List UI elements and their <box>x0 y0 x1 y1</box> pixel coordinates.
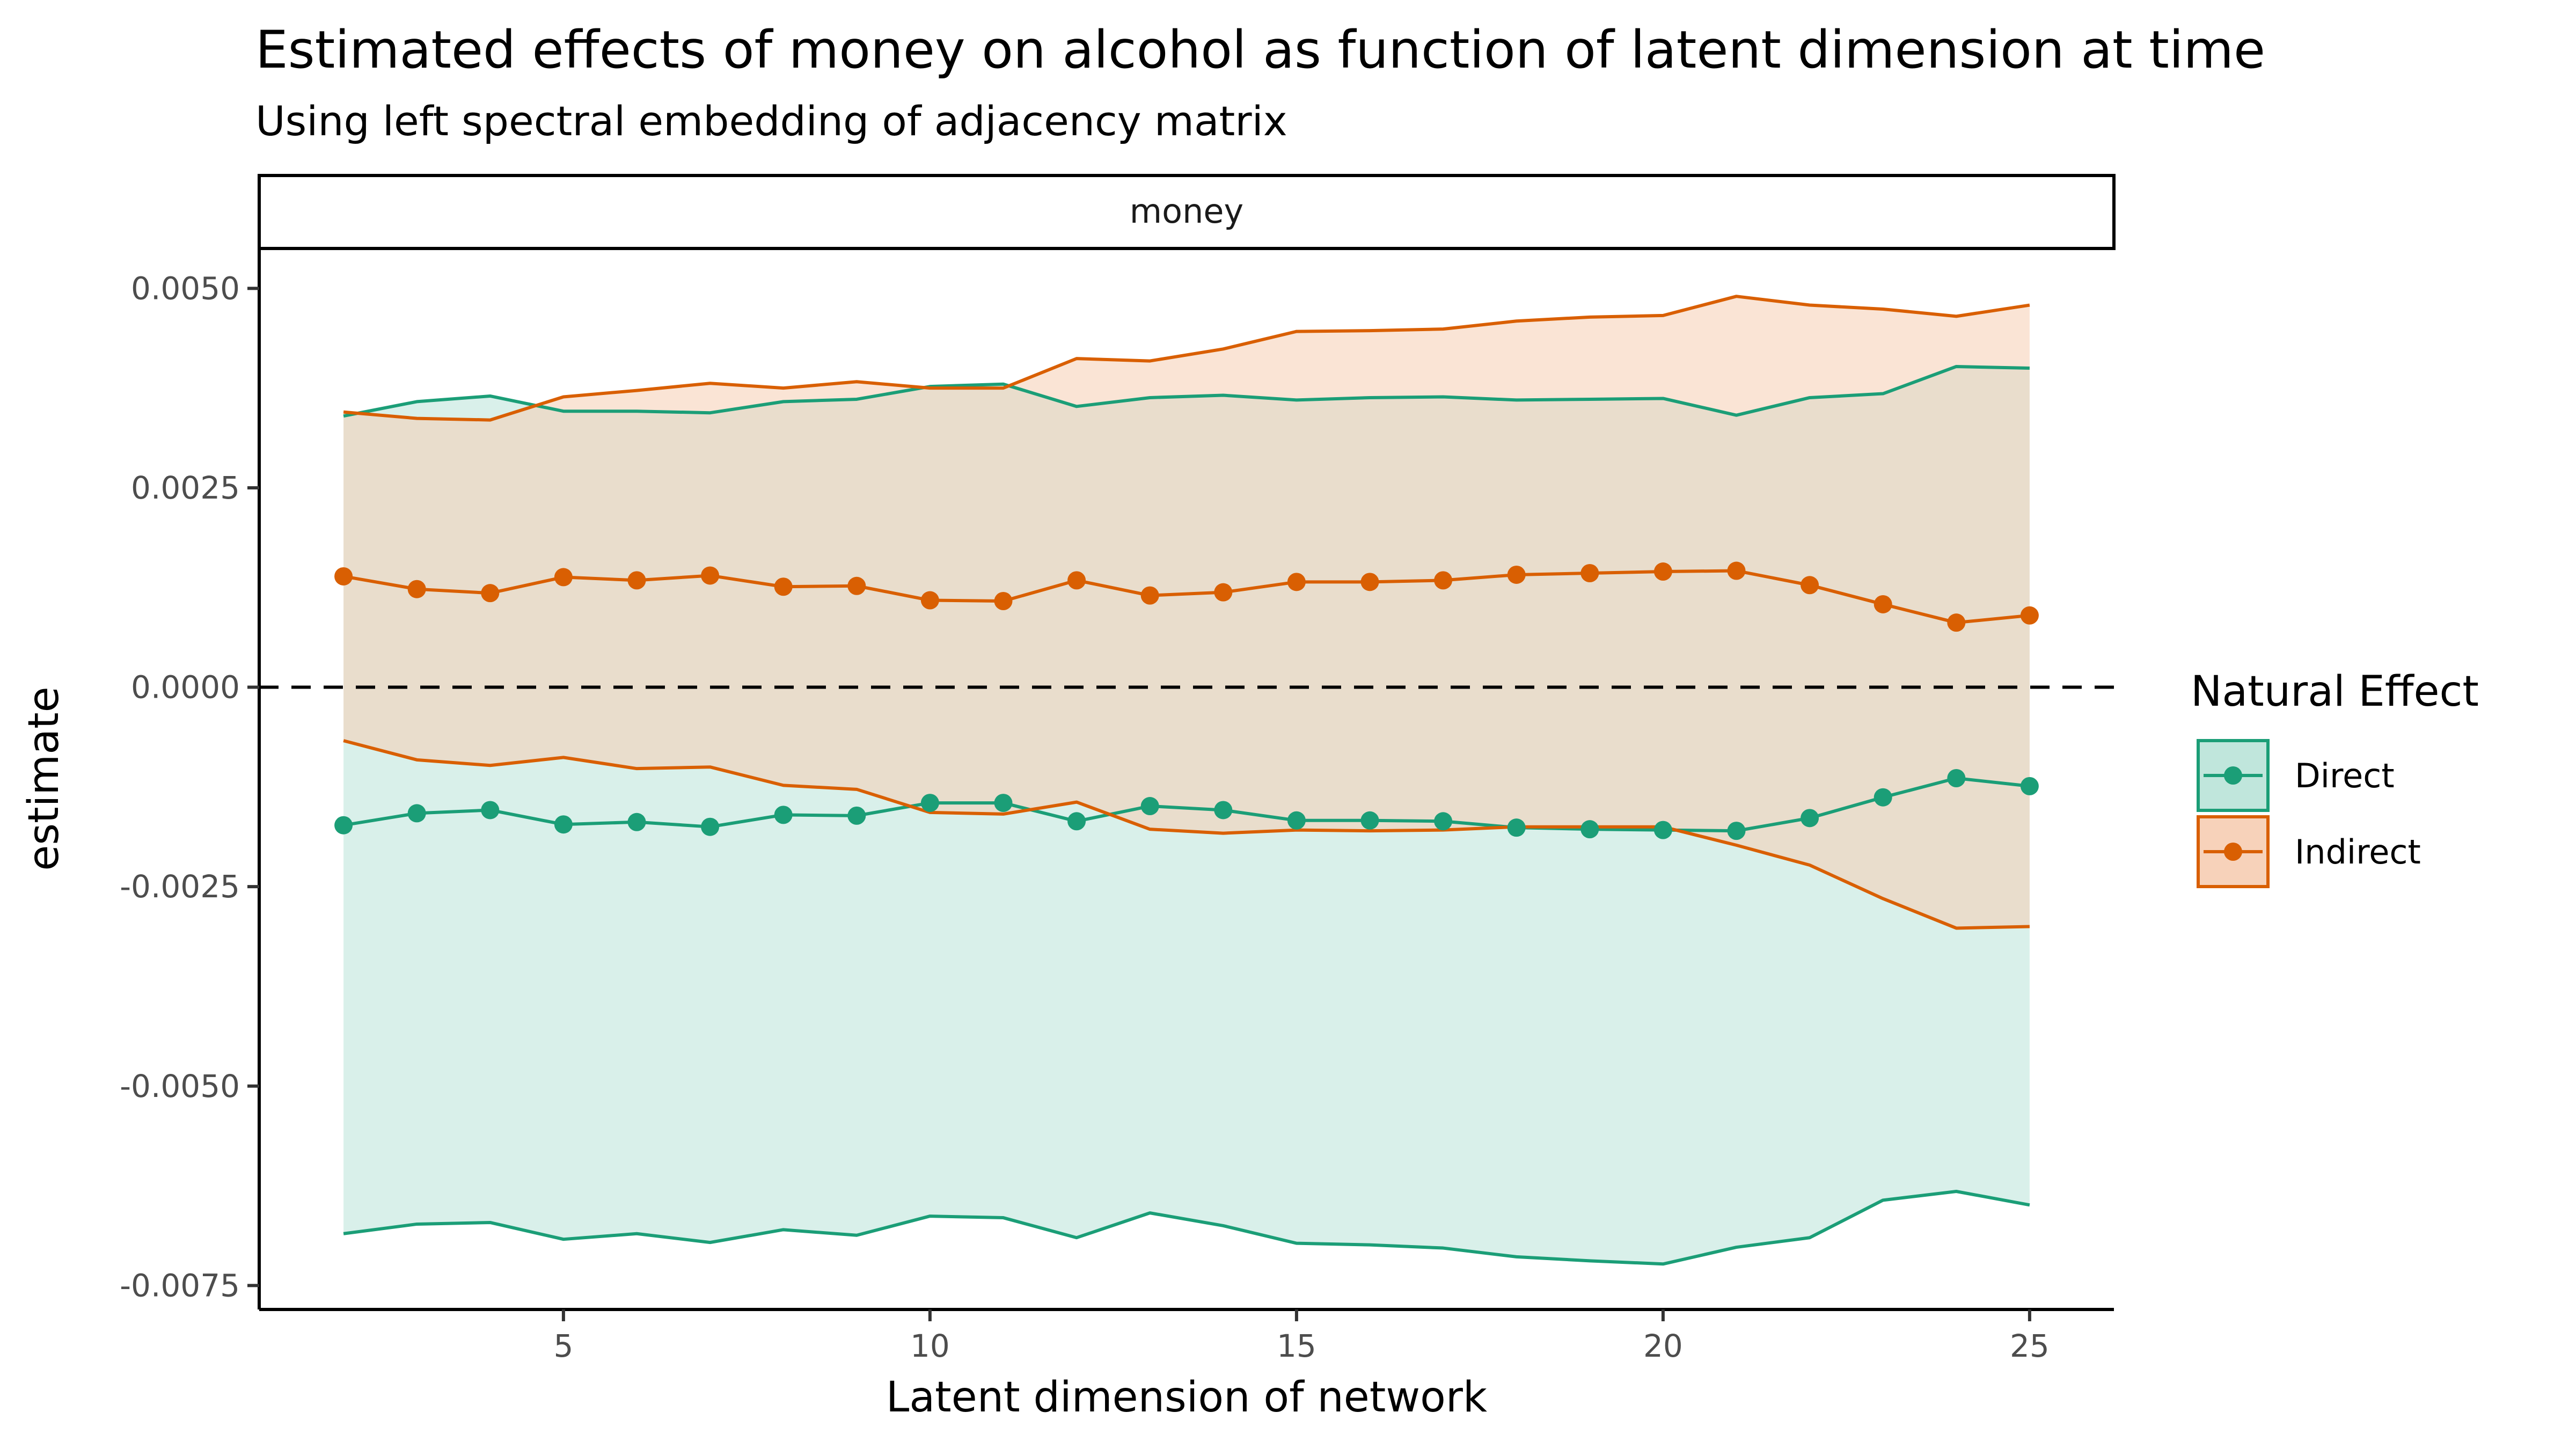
direct-point <box>554 815 573 834</box>
indirect-point <box>1947 613 1966 632</box>
y-axis-title: estimate <box>20 686 68 870</box>
chart-title: Estimated effects of money on alcohol as… <box>255 20 2265 80</box>
direct-upper-bound-line <box>343 364 2030 418</box>
direct-point <box>1653 821 1672 839</box>
direct-point <box>920 794 939 813</box>
direct-point <box>774 806 793 824</box>
direct-point <box>2020 777 2039 795</box>
indirect-point <box>1653 562 1672 581</box>
indirect-point <box>701 566 720 585</box>
indirect-estimate-line <box>343 569 2030 625</box>
direct-point <box>701 817 720 836</box>
legend-point-indirect <box>2224 843 2242 861</box>
indirect-point <box>334 567 353 586</box>
direct-point <box>1287 811 1306 830</box>
direct-point <box>1801 809 1819 828</box>
y-tick-label: 0.0050 <box>131 270 240 306</box>
legend-point-direct <box>2224 766 2242 785</box>
x-axis-ticks: 5 10 15 20 25 <box>553 1309 2050 1364</box>
direct-point <box>407 804 426 823</box>
legend-title: Natural Effect <box>2191 668 2479 716</box>
x-tick-label: 25 <box>2010 1328 2050 1364</box>
y-tick-label: -0.0050 <box>120 1068 240 1104</box>
indirect-point <box>1140 586 1159 605</box>
direct-point <box>1067 812 1086 831</box>
indirect-upper-bound-line <box>343 295 2030 422</box>
y-tick-label: 0.0025 <box>131 470 240 506</box>
indirect-point <box>1801 576 1819 595</box>
direct-point <box>1727 822 1746 840</box>
direct-point <box>1140 797 1159 816</box>
series-points <box>334 561 2039 840</box>
y-tick-label: 0.0000 <box>131 669 240 706</box>
direct-point <box>1507 818 1526 837</box>
indirect-point <box>2020 606 2039 625</box>
series-lines <box>343 295 2030 1266</box>
indirect-point <box>1434 571 1453 590</box>
indirect-point <box>994 592 1013 611</box>
x-tick-label: 10 <box>910 1328 950 1364</box>
indirect-point <box>1507 565 1526 584</box>
direct-point <box>1874 788 1892 807</box>
direct-point <box>994 794 1013 813</box>
indirect-point <box>627 571 646 590</box>
direct-point <box>1434 812 1453 831</box>
indirect-point <box>1727 561 1746 580</box>
y-tick-label: -0.0075 <box>120 1267 240 1304</box>
indirect-point <box>774 577 793 596</box>
indirect-point <box>1214 583 1233 602</box>
indirect-point <box>1580 564 1599 582</box>
direct-point <box>847 806 866 825</box>
indirect-point <box>481 584 500 603</box>
direct-point <box>1360 811 1379 830</box>
direct-point <box>1947 769 1966 788</box>
direct-point <box>1580 820 1599 839</box>
indirect-point <box>1067 571 1086 590</box>
band-indirect <box>343 296 2030 928</box>
legend-label-direct: Direct <box>2295 756 2395 795</box>
legend-label-indirect: Indirect <box>2295 832 2421 872</box>
indirect-point <box>554 568 573 587</box>
facet-label: money <box>1130 192 1243 231</box>
indirect-point <box>920 591 939 610</box>
x-tick-label: 20 <box>1643 1328 1683 1364</box>
legend: Direct Indirect <box>2197 739 2421 888</box>
chart-subtitle: Using left spectral embedding of adjacen… <box>255 97 1287 145</box>
direct-lower-bound-line <box>343 1190 2030 1266</box>
confidence-bands <box>343 296 2030 1264</box>
indirect-lower-bound-line <box>343 739 2030 930</box>
indirect-point <box>1287 573 1306 591</box>
x-axis-title: Latent dimension of network <box>886 1373 1487 1422</box>
indirect-point <box>1874 595 1892 613</box>
x-tick-label: 5 <box>553 1328 573 1364</box>
facet-strip <box>258 174 2116 250</box>
indirect-point <box>407 580 426 598</box>
direct-estimate-line <box>343 777 2030 833</box>
y-tick-label: -0.0025 <box>120 868 240 905</box>
direct-point <box>1214 801 1233 819</box>
x-tick-label: 15 <box>1277 1328 1316 1364</box>
indirect-point <box>1360 573 1379 591</box>
indirect-point <box>847 576 866 595</box>
direct-point <box>627 813 646 831</box>
y-axis-ticks: 0.0050 0.0025 0.0000 -0.0025 -0.0050 -0.0075 <box>120 270 259 1304</box>
direct-point <box>481 801 500 819</box>
direct-point <box>334 816 353 835</box>
